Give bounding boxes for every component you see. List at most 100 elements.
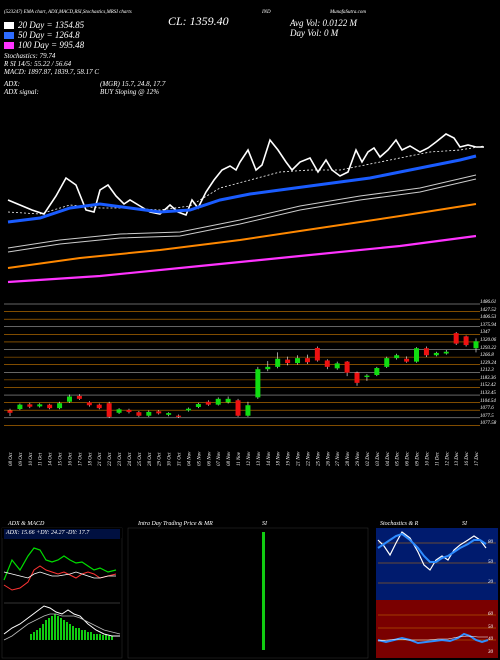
macd-bar — [93, 634, 95, 640]
rsi-tick-40: 40 — [488, 637, 493, 642]
price-axis-label: 1077.6 — [480, 406, 494, 412]
stoch-k-line — [377, 531, 487, 571]
candle-body — [344, 361, 350, 373]
ema20-price-line — [7, 133, 484, 217]
candle-body — [414, 348, 420, 362]
mrsi-bar — [262, 532, 265, 650]
price-axis-label: 1320.06 — [480, 337, 497, 343]
candle-body — [57, 403, 63, 409]
candle-body — [185, 408, 191, 411]
adx-line-red — [3, 565, 117, 591]
date-axis-label: 29 Oct — [158, 452, 163, 466]
date-axis-label: 02 Dec — [366, 451, 371, 466]
macd-bar — [96, 634, 98, 640]
rsi-white-line — [377, 635, 488, 642]
date-axis-label: 23 Oct — [118, 452, 123, 466]
date-axis-label: 14 Oct — [49, 452, 54, 466]
price-axis-label: 1077.58 — [480, 421, 497, 427]
date-axis: 08 Oct 09 Oct 10 Oct 11 Oct 14 Oct 15 Oct 16 O… — [9, 451, 480, 466]
candle-body — [47, 404, 53, 409]
candle-body — [96, 404, 102, 409]
ema50-swatch — [4, 32, 14, 40]
ema50-label: 50 Day = 1264.8 — [18, 30, 80, 40]
macd-bar — [30, 634, 32, 640]
date-axis-label: 13 Dec — [455, 451, 460, 466]
macd-line — [3, 605, 120, 637]
date-axis-label: 27 Nov — [336, 451, 341, 466]
candle-body — [166, 413, 172, 415]
stoch-panel-si: SI — [462, 521, 467, 527]
candle-body — [255, 369, 261, 398]
candle-body — [86, 402, 92, 406]
candle-body — [265, 366, 271, 370]
date-axis-label: 12 Nov — [247, 451, 252, 466]
stoch-tick-50: 50 — [488, 560, 493, 565]
industry-label: IND — [262, 10, 271, 15]
candle-body — [116, 409, 122, 413]
candle-body — [66, 396, 72, 402]
candle-body — [443, 351, 449, 354]
date-axis-label: 05 Dec — [396, 451, 401, 466]
macd-bar — [36, 630, 38, 640]
date-axis-label: 09 Dec — [416, 451, 421, 466]
macd-bar — [84, 630, 86, 640]
rsi-background — [376, 600, 498, 658]
candle-body — [126, 409, 132, 412]
adx-signal-label: ADX signal: — [4, 88, 39, 96]
date-axis-label: 21 Nov — [297, 451, 302, 466]
rsi-tick-50: 50 — [488, 625, 493, 630]
candle-body — [374, 368, 380, 375]
price-axis-label: 1427.52 — [480, 307, 497, 313]
price-axis-label: 1486.61 — [480, 300, 497, 305]
candle-body — [156, 411, 162, 414]
candle-body — [205, 401, 211, 405]
date-axis-label: 24 Oct — [128, 452, 133, 466]
avg-volume: Avg Vol: 0.0122 M — [290, 18, 357, 28]
ema20-line-dotted — [7, 145, 485, 215]
price-axis-label: 1077.5 — [480, 413, 494, 419]
ema100-line: 100 Day = 995.48 — [4, 40, 84, 50]
ema100-line — [7, 203, 477, 269]
macd-bar — [108, 636, 110, 640]
price-axis-label: 1375.94 — [480, 322, 497, 328]
candle-body — [235, 400, 241, 416]
date-axis-label: 28 Nov — [346, 451, 351, 466]
macd-bar — [66, 622, 68, 640]
candlesticks — [7, 331, 479, 419]
ema100-label: 100 Day = 995.48 — [18, 40, 85, 50]
candle-body — [324, 360, 330, 367]
date-axis-label: 16 Oct — [68, 452, 73, 466]
candle-body — [384, 358, 390, 367]
macd-bar — [78, 628, 80, 640]
price-levels — [4, 303, 480, 426]
date-axis-label: 21 Oct — [98, 452, 103, 466]
stoch-tick-80: 80 — [488, 540, 493, 545]
ema20-swatch — [4, 22, 14, 30]
macd-signal — [3, 613, 121, 641]
macd-bar — [87, 632, 89, 640]
candle-body — [176, 415, 182, 417]
macd-bar — [81, 630, 83, 640]
date-axis-label: 16 Dec — [465, 451, 470, 466]
macd-bar — [75, 628, 77, 640]
candle-body — [314, 347, 320, 361]
stoch-d-line — [377, 532, 487, 563]
candle-body — [17, 404, 23, 410]
price-axis-label: 1152.42 — [480, 383, 496, 389]
date-axis-label: 26 Nov — [326, 451, 331, 466]
adx-line-white — [3, 571, 116, 579]
adx-panel-title: ADX & MACD — [8, 521, 45, 527]
date-axis-label: 13 Nov — [257, 451, 262, 466]
candle-body — [106, 403, 112, 417]
price-axis-label: 1293.22 — [480, 345, 497, 351]
symbol-line: (523247) EMA chart, ADX,MACD,RSI,Stochas… — [4, 10, 132, 15]
date-axis-label: 15 Oct — [59, 452, 64, 466]
candle-body — [295, 358, 301, 364]
date-axis-label: 10 Oct — [29, 452, 34, 466]
candle-body — [354, 372, 360, 383]
date-axis-label: 04 Nov — [187, 451, 192, 466]
ema-lines — [7, 133, 485, 284]
ema50-line: 50 Day = 1264.8 — [4, 30, 80, 40]
